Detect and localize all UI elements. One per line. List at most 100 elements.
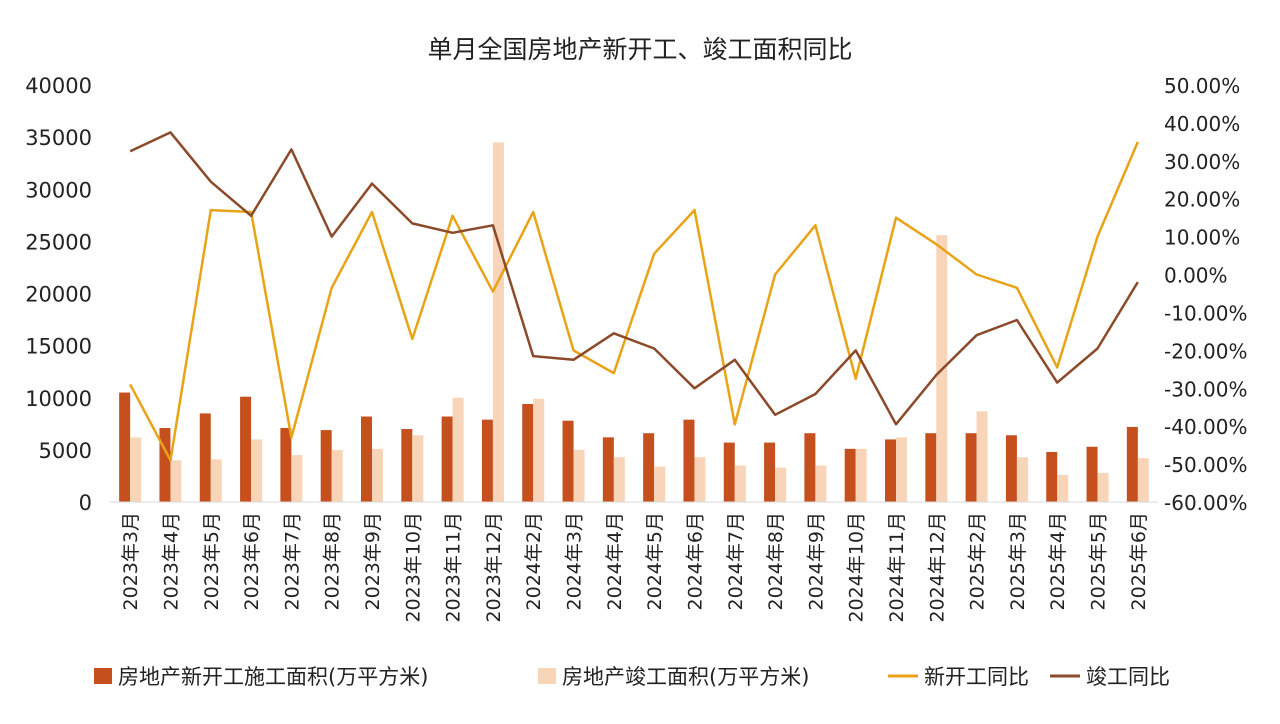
bar-new-start-1 <box>159 427 171 502</box>
bar-new-start-23 <box>1046 451 1058 502</box>
left-axis-tick-label: 20000 <box>25 283 92 307</box>
left-axis-tick-label: 15000 <box>25 335 92 359</box>
x-axis-category-label: 2024年10月 <box>846 512 868 623</box>
bar-new-start-7 <box>401 429 413 502</box>
bar-completion-5 <box>331 449 343 502</box>
legend-swatch-new-start-bar <box>94 668 112 684</box>
bar-new-start-16 <box>764 442 776 502</box>
x-axis-category-label: 2024年11月 <box>886 512 908 623</box>
chart-title: 单月全国房地产新开工、竣工面积同比 <box>427 35 852 64</box>
bar-new-start-20 <box>925 433 937 502</box>
bar-new-start-10 <box>522 404 534 502</box>
bar-completion-1 <box>170 460 182 502</box>
x-axis-category-label: 2024年5月 <box>644 512 666 610</box>
left-axis-tick-label: 35000 <box>25 126 92 150</box>
bar-new-start-2 <box>199 413 211 502</box>
x-axis-category-label: 2023年8月 <box>322 512 344 610</box>
legend-label-new-start-yoy: 新开工同比 <box>924 665 1029 689</box>
x-axis-category-label: 2025年6月 <box>1128 512 1150 610</box>
left-axis-tick-label: 0 <box>79 491 92 515</box>
bar-completion-11 <box>573 449 585 502</box>
bar-new-start-22 <box>1005 435 1017 502</box>
bar-new-start-17 <box>804 433 816 502</box>
x-axis-category-label: 2023年12月 <box>483 512 505 623</box>
x-axis-category-label: 2023年10月 <box>402 512 424 623</box>
bar-completion-6 <box>372 448 383 502</box>
bar-new-start-8 <box>441 416 453 502</box>
bar-completion-0 <box>130 437 142 502</box>
bar-completion-24 <box>1097 472 1109 502</box>
bar-completion-14 <box>694 457 706 502</box>
bar-new-start-3 <box>240 396 252 502</box>
line-completion-yoy <box>129 131 1139 426</box>
x-axis-category-label: 2023年7月 <box>281 512 303 610</box>
bar-completion-4 <box>291 455 303 502</box>
bars-layer <box>119 142 1149 502</box>
right-axis-tick-label: -60.00% <box>1164 491 1247 515</box>
lines-layer <box>129 131 1139 462</box>
bar-new-start-12 <box>602 437 614 502</box>
bar-new-start-25 <box>1126 426 1138 502</box>
right-axis-tick-label: 20.00% <box>1164 188 1240 212</box>
legend-swatch-completion-bar <box>538 668 556 684</box>
bar-completion-8 <box>452 397 464 502</box>
bar-new-start-24 <box>1086 446 1098 502</box>
x-axis-category-label: 2024年12月 <box>926 512 948 623</box>
bar-completion-25 <box>1137 458 1149 502</box>
x-axis-category-label: 2025年2月 <box>967 512 989 610</box>
x-axis-category-label: 2024年8月 <box>765 512 787 610</box>
bar-completion-15 <box>734 465 746 502</box>
left-axis-tick-label: 40000 <box>25 74 92 98</box>
right-axis-tick-label: 10.00% <box>1164 226 1240 250</box>
bar-new-start-5 <box>320 430 332 502</box>
right-axis-tick-label: -10.00% <box>1164 301 1247 325</box>
bar-completion-13 <box>654 466 666 502</box>
left-axis-tick-label: 10000 <box>25 387 92 411</box>
right-axis-tick-label: -40.00% <box>1164 415 1247 439</box>
x-axis-category-label: 2023年9月 <box>362 512 384 610</box>
bar-new-start-18 <box>844 448 856 502</box>
bar-new-start-4 <box>280 427 292 502</box>
bar-new-start-19 <box>885 439 896 502</box>
bar-completion-23 <box>1057 474 1069 502</box>
right-axis-tick-label: 0.00% <box>1164 264 1228 288</box>
bar-completion-2 <box>210 459 222 502</box>
bar-completion-12 <box>613 457 625 502</box>
bar-new-start-21 <box>965 433 977 502</box>
left-axis: 0 5000 10000 15000 20000 25000 30000 35000 40000 <box>25 74 92 515</box>
bar-new-start-15 <box>723 442 735 502</box>
x-axis-category-label: 2025年5月 <box>1088 512 1110 610</box>
bar-completion-7 <box>412 435 424 502</box>
bar-completion-22 <box>1016 457 1028 502</box>
x-axis-category-label: 2024年6月 <box>684 512 706 610</box>
right-axis-tick-label: 40.00% <box>1164 112 1240 136</box>
bar-completion-19 <box>896 437 907 502</box>
bar-new-start-9 <box>481 419 493 502</box>
left-axis-tick-label: 30000 <box>25 178 92 202</box>
legend-label-completion-yoy: 竣工同比 <box>1086 665 1170 689</box>
bar-new-start-11 <box>562 420 574 502</box>
x-axis-category-label: 2023年4月 <box>160 512 182 610</box>
bar-new-start-14 <box>683 419 695 502</box>
right-axis-tick-label: -20.00% <box>1164 339 1247 363</box>
x-axis-category-label: 2024年9月 <box>805 512 827 610</box>
bar-new-start-13 <box>643 433 655 502</box>
bar-completion-17 <box>815 465 827 502</box>
x-axis-category-label: 2024年7月 <box>725 512 747 610</box>
legend: 房地产新开工施工面积(万平方米) 房地产竣工面积(万平方米) 新开工同比 竣工同比 <box>94 665 1170 689</box>
bar-completion-10 <box>533 398 545 502</box>
bar-completion-9 <box>492 142 504 502</box>
x-axis-category-label: 2025年4月 <box>1047 512 1069 610</box>
x-axis: 2023年3月 2023年4月 2023年5月 2023年6月 2023年7月 2023年… <box>110 501 1158 623</box>
bar-completion-16 <box>775 467 787 502</box>
bar-new-start-6 <box>361 416 372 502</box>
bar-completion-21 <box>976 411 988 502</box>
x-axis-category-label: 2024年2月 <box>523 512 545 610</box>
legend-label-completion-bar: 房地产竣工面积(万平方米) <box>562 665 809 689</box>
right-axis-tick-label: -50.00% <box>1164 453 1247 477</box>
x-axis-category-label: 2023年6月 <box>241 512 263 610</box>
right-axis-tick-label: 30.00% <box>1164 150 1240 174</box>
x-axis-category-label: 2024年3月 <box>564 512 586 610</box>
